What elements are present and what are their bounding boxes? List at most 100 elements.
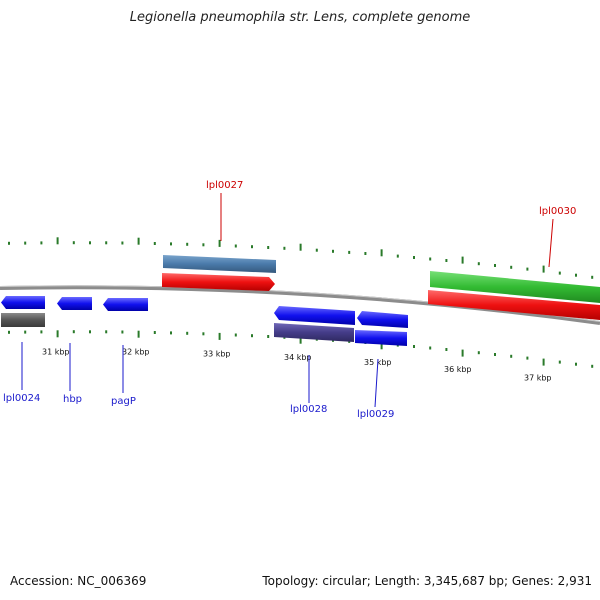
gene-hbp[interactable]: hbp xyxy=(57,297,92,405)
major-tick xyxy=(542,265,545,273)
gene-lpl0029-cds xyxy=(357,311,408,328)
minor-tick xyxy=(591,275,594,279)
tick-label: 36 kbp xyxy=(444,365,472,374)
major-tick xyxy=(461,349,464,357)
map-title: Legionella pneumophila str. Lens, comple… xyxy=(129,10,471,25)
minor-tick xyxy=(494,353,496,356)
gene-lpl0030-feature xyxy=(430,271,600,303)
minor-tick xyxy=(267,246,270,249)
gene-lpl0024[interactable]: lpl0024 xyxy=(1,296,45,404)
minor-tick xyxy=(283,246,286,250)
minor-tick xyxy=(8,330,10,334)
minor-tick xyxy=(186,242,189,246)
gene-lpl0027-feature xyxy=(163,255,276,273)
gene-lpl0024-feature xyxy=(1,313,45,327)
gene-pagP[interactable]: pagP xyxy=(103,298,148,407)
minor-tick xyxy=(558,271,561,275)
gene-lpl0028[interactable]: lpl0028 xyxy=(274,306,355,415)
gene-lpl0027[interactable]: lpl0027 xyxy=(162,180,276,291)
gene-lpl0030-cds xyxy=(428,290,600,320)
minor-tick xyxy=(40,241,43,245)
minor-tick xyxy=(510,354,513,358)
accession-text: Accession: NC_006369 xyxy=(10,574,147,588)
major-tick xyxy=(542,358,545,366)
major-tick xyxy=(218,332,221,340)
minor-tick xyxy=(186,331,189,335)
minor-tick xyxy=(72,330,75,334)
gene-lpl0027-label: lpl0027 xyxy=(206,180,243,191)
minor-tick xyxy=(72,241,75,245)
major-tick xyxy=(56,237,59,245)
minor-tick xyxy=(332,249,334,253)
minor-tick xyxy=(445,348,448,351)
gene-pagP-label: pagP xyxy=(111,396,136,407)
tick-label: 34 kbp xyxy=(284,353,312,362)
minor-tick xyxy=(202,332,205,336)
minor-tick xyxy=(477,351,480,355)
minor-tick xyxy=(202,243,205,247)
minor-tick xyxy=(24,330,27,334)
gene-lpl0024-cds xyxy=(1,296,45,309)
gene-lpl0030-label: lpl0030 xyxy=(539,206,576,217)
minor-tick xyxy=(40,330,43,334)
genome-backbone xyxy=(0,285,600,325)
minor-tick xyxy=(364,252,367,255)
minor-tick xyxy=(348,250,351,254)
minor-tick xyxy=(575,273,577,277)
tick-label: 33 kbp xyxy=(203,349,231,358)
minor-tick xyxy=(315,248,318,252)
minor-tick xyxy=(234,333,237,337)
minor-tick xyxy=(89,241,91,245)
major-tick xyxy=(56,330,59,338)
tick-label: 31 kbp xyxy=(42,347,70,356)
tick-label: 32 kbp xyxy=(122,348,150,357)
gene-pagP-cds xyxy=(103,298,148,311)
major-tick xyxy=(380,342,383,350)
minor-tick xyxy=(445,259,448,262)
gene-hbp-label: hbp xyxy=(63,394,82,405)
minor-tick xyxy=(170,242,172,246)
minor-tick xyxy=(267,335,270,338)
minor-tick xyxy=(153,242,156,245)
minor-tick xyxy=(558,360,561,364)
minor-tick xyxy=(24,241,27,245)
minor-tick xyxy=(526,267,529,271)
minor-tick xyxy=(413,345,415,348)
gene-lpl0028-label: lpl0028 xyxy=(290,404,327,415)
gene-lpl0030[interactable]: lpl0030 xyxy=(428,206,600,320)
minor-tick xyxy=(251,245,253,249)
minor-tick xyxy=(494,264,496,267)
minor-tick xyxy=(105,330,108,334)
minor-tick xyxy=(510,265,513,269)
minor-tick xyxy=(105,241,108,245)
minor-tick xyxy=(526,356,529,360)
tick-label: 37 kbp xyxy=(524,373,552,382)
minor-tick xyxy=(8,241,10,245)
minor-tick xyxy=(396,254,399,258)
minor-tick xyxy=(429,346,432,350)
minor-tick xyxy=(234,244,237,248)
major-tick xyxy=(218,239,221,247)
gene-lpl0029-feature xyxy=(355,330,407,346)
minor-tick xyxy=(251,334,253,338)
minor-tick xyxy=(153,331,156,334)
minor-tick xyxy=(591,364,594,368)
minor-tick xyxy=(89,330,91,334)
gene-lpl0029-label: lpl0029 xyxy=(357,409,394,420)
gene-lpl0024-label: lpl0024 xyxy=(3,393,40,404)
major-tick xyxy=(137,330,140,338)
major-tick xyxy=(380,249,383,257)
major-tick xyxy=(299,243,302,251)
minor-tick xyxy=(413,256,415,259)
minor-tick xyxy=(477,262,480,266)
minor-tick xyxy=(170,331,172,335)
minor-tick xyxy=(575,362,577,366)
major-tick xyxy=(461,256,464,264)
outer-tick-dots xyxy=(8,237,594,279)
gene-hbp-cds xyxy=(57,297,92,310)
gene-lpl0027-cds xyxy=(162,273,275,291)
gene-lpl0029[interactable]: lpl0029 xyxy=(355,311,408,420)
major-tick xyxy=(137,237,140,245)
